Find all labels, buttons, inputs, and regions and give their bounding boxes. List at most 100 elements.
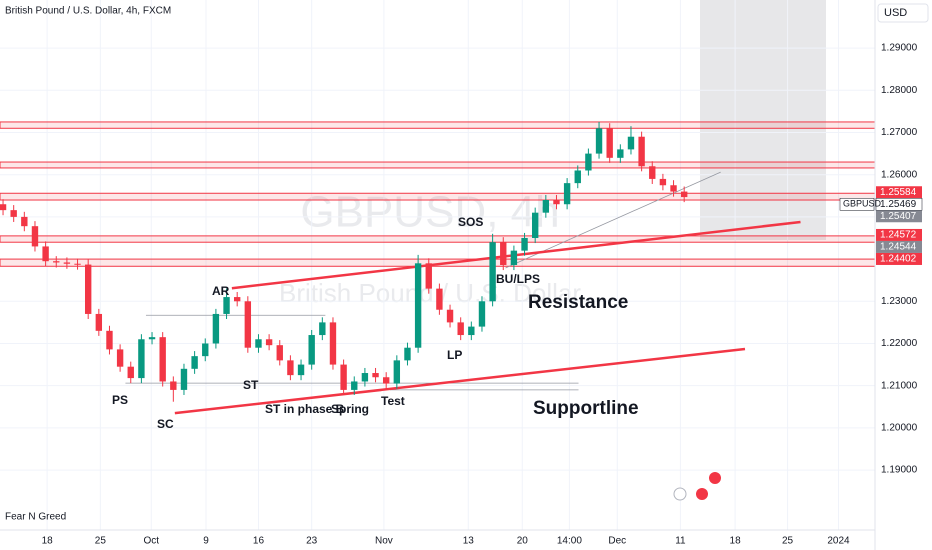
price-label-box: [876, 210, 922, 223]
candle-body: [425, 263, 432, 289]
y-tick-label: 1.20000: [881, 423, 918, 434]
candle-body: [659, 178, 667, 186]
candle-body: [191, 356, 198, 369]
candle-body: [202, 343, 209, 357]
price-label-box: [876, 240, 922, 253]
annotation: Test: [381, 394, 405, 408]
candle-body: [446, 309, 454, 323]
annotation: SOS: [458, 215, 483, 229]
candle-body: [148, 337, 156, 340]
symbol-box: [839, 198, 875, 211]
candle-body: [457, 322, 464, 336]
watermark: GBPUSD, 4h: [300, 188, 559, 237]
candle-body: [233, 297, 241, 302]
price-label-box: [876, 252, 922, 265]
candle-body: [478, 301, 486, 327]
price-label: 1.24544: [880, 242, 917, 253]
x-tick-label: 14:00: [557, 536, 582, 547]
price-label: 1.25469: [880, 199, 917, 210]
candle-body: [287, 360, 294, 376]
candle-body: [670, 185, 677, 192]
x-tick-label: Dec: [608, 536, 626, 547]
x-tick-label: 11: [675, 536, 686, 547]
chart-title: British Pound / U.S. Dollar, 4h, FXCM: [5, 6, 171, 17]
candle-body: [351, 381, 358, 390]
x-tick-label: 25: [782, 536, 794, 547]
candle-body: [319, 322, 326, 336]
candle-body: [21, 216, 28, 227]
trendline-label: Supportline: [533, 398, 639, 419]
candle-body: [255, 339, 262, 348]
candle-body: [521, 237, 528, 251]
y-tick-label: 1.19000: [881, 465, 918, 476]
candle-body: [531, 212, 539, 238]
y-tick-label: 1.29000: [881, 43, 918, 54]
price-label: 1.24572: [880, 230, 917, 241]
candle-body: [617, 149, 624, 158]
annotation: AR: [212, 284, 230, 298]
annotation: SC: [157, 417, 174, 431]
x-tick-label: 16: [253, 536, 265, 547]
event-icon[interactable]: [709, 472, 721, 484]
annotation: ST: [243, 378, 259, 392]
zone: [0, 121, 876, 129]
candle-body: [127, 366, 134, 379]
candle-body: [297, 364, 305, 376]
y-tick-label: 1.27000: [881, 127, 918, 138]
candle-body: [31, 226, 39, 247]
candle-body: [95, 313, 103, 331]
candle-body: [553, 200, 560, 205]
candle-body: [106, 330, 113, 350]
price-label: 1.25407: [880, 211, 917, 222]
currency-box[interactable]: [877, 3, 929, 23]
y-tick-label: 1.22000: [881, 338, 918, 349]
candle-body: [542, 200, 550, 213]
y-tick-label: 1.28000: [881, 85, 918, 96]
symbol-label: GBPUSD: [843, 199, 882, 209]
zone: [0, 235, 876, 243]
candle-body: [265, 339, 273, 346]
annotation: PS: [112, 393, 128, 407]
candle-body: [500, 242, 507, 265]
annotation: Spring: [331, 402, 369, 416]
x-tick-label: 9: [203, 536, 209, 547]
candle-body: [42, 246, 49, 262]
candle-body: [574, 170, 581, 184]
candle-body: [627, 136, 635, 150]
zone: [0, 192, 876, 201]
candle-body: [84, 264, 92, 314]
y-tick-label: 1.21000: [881, 380, 918, 391]
candle-body: [585, 153, 592, 171]
candle-body: [244, 301, 252, 348]
candle-body: [308, 335, 315, 365]
x-tick-label: Oct: [144, 536, 160, 547]
candle-body: [372, 373, 379, 378]
candle-body: [414, 263, 422, 348]
annotation: LP: [447, 348, 462, 362]
candle-body: [510, 250, 518, 265]
candle-body: [138, 339, 145, 379]
event-icon[interactable]: [673, 487, 687, 501]
candle-body: [361, 373, 369, 382]
annotation: ST in phase B: [265, 402, 345, 416]
trendline-label: Resistance: [528, 292, 628, 313]
candle-body: [180, 368, 188, 390]
trendline: [174, 347, 746, 415]
x-tick-label: 18: [730, 536, 742, 547]
candle-body: [649, 166, 656, 179]
event-icon[interactable]: [696, 488, 708, 500]
price-label-box: [876, 228, 922, 241]
price-label: 1.24402: [880, 254, 917, 265]
candle-body: [63, 262, 71, 264]
price-label: 1.25584: [880, 187, 917, 198]
x-tick-label: 23: [306, 536, 318, 547]
candle-body: [563, 183, 571, 205]
candle-body: [680, 191, 688, 198]
indicator-name: Fear N Greed: [5, 512, 66, 523]
candle-body: [595, 128, 603, 154]
currency: USD: [884, 7, 907, 19]
candle-body: [606, 128, 613, 158]
x-tick-label: 18: [42, 536, 54, 547]
candle-body: [489, 242, 496, 302]
